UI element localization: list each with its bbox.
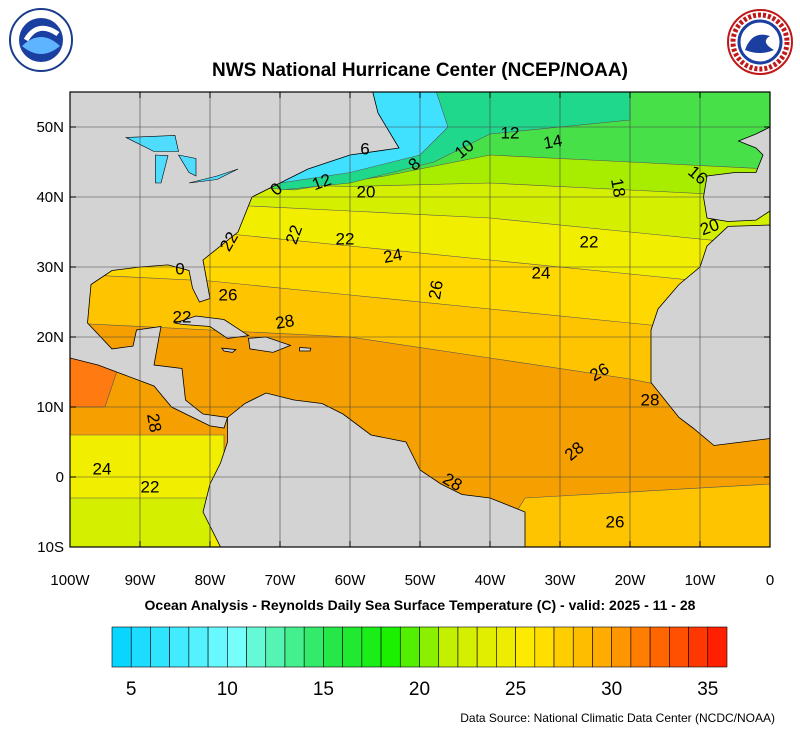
colorbar-swatch [419, 626, 440, 668]
colorbar-swatch [399, 626, 420, 668]
contour-label: 26 [219, 285, 238, 304]
contour-label: 24 [532, 263, 551, 282]
colorbar-swatch [496, 626, 516, 668]
nws-logo [727, 9, 793, 75]
colorbar-label: 25 [505, 679, 526, 700]
axes: 100W 90W 80W 70W 60W 50W 40W 30W 20W 10W 0 50N 40N 30… [36, 92, 774, 589]
contour-label: 28 [641, 390, 660, 409]
x-axis-label: 70W [265, 572, 297, 589]
colorbar: 5 10 15 20 25 30 35 [111, 626, 728, 700]
lake [155, 154, 169, 184]
land [650, 224, 770, 446]
colorbar-swatch [515, 626, 536, 668]
y-axis-label: 10S [37, 539, 64, 556]
land [70, 92, 400, 429]
y-axis-label: 10N [36, 399, 64, 416]
colorbar-swatch [265, 626, 286, 668]
colorbar-swatch [303, 626, 324, 668]
x-axis-label: 50W [405, 572, 437, 589]
x-axis-label: 20W [615, 572, 647, 589]
y-axis-label: 30N [36, 259, 64, 276]
colorbar-swatch [669, 626, 689, 668]
x-axis-label: 0 [766, 572, 774, 589]
colorbar-swatch [169, 626, 190, 668]
contour-label: 14 [542, 131, 564, 153]
x-axis-label: 100W [50, 572, 90, 589]
subtitle: Ocean Analysis - Reynolds Daily Sea Surf… [145, 597, 696, 613]
land [703, 126, 770, 222]
data-source: Data Source: National Climatic Data Cent… [460, 711, 775, 725]
colorbar-swatch [227, 626, 247, 668]
contour-label: 28 [274, 311, 296, 333]
y-axis-label: 40N [36, 189, 64, 206]
contour-label: 26 [425, 279, 447, 301]
contour-label: 18 [607, 177, 629, 199]
colorbar-swatch [649, 626, 670, 668]
contour-label: 22 [336, 229, 355, 248]
contour-label: 24 [382, 245, 404, 267]
x-axis-label: 30W [545, 572, 577, 589]
colorbar-swatch [284, 626, 305, 668]
colorbar-label: 20 [409, 679, 430, 700]
colorbar-swatch [246, 626, 267, 668]
land [202, 392, 526, 547]
contour-label: 20 [357, 182, 376, 201]
land [221, 347, 237, 353]
colorbar-label: 35 [697, 679, 718, 700]
colorbar-swatch [611, 626, 632, 668]
contour-label: 0 [175, 259, 184, 278]
x-axis-label: 60W [335, 572, 367, 589]
colorbar-swatch [592, 626, 612, 668]
colorbar-label: 5 [126, 679, 137, 700]
contour-label: 28 [143, 412, 165, 434]
title: NWS National Hurricane Center (NCEP/NOAA… [212, 60, 628, 81]
lake [177, 154, 197, 177]
contour-label: 22 [580, 232, 599, 251]
colorbar-swatch [707, 626, 728, 668]
colorbar-swatch [342, 626, 363, 668]
colorbar-swatch [188, 626, 209, 668]
colorbar-swatch [111, 626, 132, 668]
land [299, 347, 312, 352]
colorbar-swatch [534, 626, 555, 668]
contour-label: 24 [93, 459, 112, 478]
colorbar-label: 30 [601, 679, 622, 700]
colorbar-swatch [476, 626, 497, 668]
x-axis-label: 40W [475, 572, 507, 589]
colorbar-label: 15 [313, 679, 334, 700]
colorbar-label: 10 [217, 679, 238, 700]
colorbar-swatch [688, 626, 709, 668]
contour-label: 22 [173, 307, 192, 326]
y-axis-label: 0 [56, 469, 64, 486]
x-axis-label: 90W [125, 572, 157, 589]
colorbar-swatch [572, 626, 593, 668]
x-axis-label: 10W [685, 572, 717, 589]
contour-label: 6 [360, 139, 369, 158]
colorbar-swatch [207, 626, 228, 668]
y-axis-label: 50N [36, 119, 64, 136]
colorbar-swatch [438, 626, 459, 668]
y-axis-label: 20N [36, 329, 64, 346]
colorbar-swatch [361, 626, 382, 668]
lake [124, 135, 179, 152]
colorbar-swatch [380, 626, 401, 668]
colorbar-swatch [553, 626, 574, 668]
contour-label: 22 [141, 477, 160, 496]
colorbar-swatch [150, 626, 170, 668]
colorbar-swatch [630, 626, 651, 668]
contour-label: 26 [606, 512, 625, 531]
lake [188, 168, 239, 184]
noaa-logo [9, 8, 73, 72]
colorbar-swatch [323, 626, 343, 668]
colorbar-swatch [457, 626, 478, 668]
colorbar-swatch [130, 626, 151, 668]
x-axis-label: 80W [195, 572, 227, 589]
contour-label: 12 [501, 123, 520, 142]
